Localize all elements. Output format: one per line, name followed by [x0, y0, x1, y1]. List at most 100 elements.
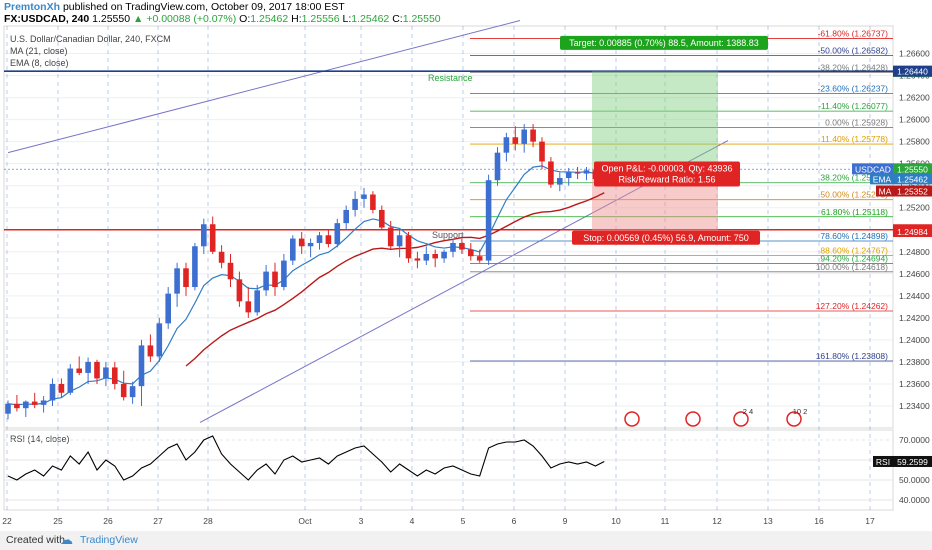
- publish-info: published on TradingView.com, October 09…: [62, 1, 345, 13]
- price-tick-label: 1.25200: [899, 203, 930, 213]
- close-label: C:: [392, 13, 403, 25]
- tradingview-brand[interactable]: TradingView: [80, 534, 138, 546]
- publish-line: PremtonXh published on TradingView.com, …: [4, 1, 345, 13]
- channel-lower-line: [199, 140, 729, 423]
- ma21-line: [185, 192, 605, 367]
- candle-body: [49, 383, 56, 401]
- candle-body: [405, 235, 412, 259]
- candle-body: [370, 194, 376, 210]
- candle-body: [94, 361, 100, 379]
- x-tick-label: 22: [2, 516, 12, 526]
- rsi-pane: [3, 429, 894, 511]
- us-flag-icon: [685, 411, 701, 427]
- candle-body: [129, 386, 136, 398]
- candle-body: [565, 172, 572, 178]
- price-tick-label: 1.26600: [899, 49, 930, 59]
- price-tag-name: USDCAD: [855, 164, 891, 174]
- resistance-label: Resistance: [428, 73, 473, 83]
- high-value: 1.25556: [301, 13, 340, 25]
- candle-body: [201, 224, 207, 247]
- x-tick-label: 27: [153, 516, 163, 526]
- candle-body: [414, 258, 421, 261]
- x-tick-label: 12: [712, 516, 722, 526]
- rsi-name-tag: RSI: [876, 457, 890, 467]
- candle-body: [343, 209, 349, 224]
- last-price: 1.25550: [92, 13, 131, 25]
- pnl-label-text: Risk/Reward Ratio: 1.56: [618, 174, 715, 184]
- x-tick-label: 10: [611, 516, 621, 526]
- fib-level-label: 94.20% (1.24694): [820, 253, 888, 263]
- rsi-value-tag: 59.2599: [897, 457, 928, 467]
- candle-body: [138, 345, 145, 387]
- open-value: 1.25462: [250, 13, 289, 25]
- x-tick-label: 5: [461, 516, 466, 526]
- candle-body: [316, 235, 323, 243]
- price-tag-value: 1.26440: [897, 67, 928, 77]
- price-tick-label: 1.23800: [899, 357, 930, 367]
- candle-body: [85, 361, 91, 373]
- candle-body: [494, 152, 501, 181]
- footer: Created with ☁ TradingView: [0, 531, 932, 550]
- fib-level-label: 38.20% (1.25427): [820, 173, 888, 183]
- candle-body: [5, 403, 11, 414]
- x-tick-label: 26: [103, 516, 113, 526]
- candle-body: [254, 290, 260, 313]
- candle-body: [334, 223, 341, 245]
- candle-body: [583, 170, 590, 174]
- candle-body: [236, 279, 243, 302]
- us-events-icon: [733, 411, 749, 427]
- price-tick-label: 1.24400: [899, 291, 930, 301]
- legend-entry: EMA (8, close): [10, 58, 69, 68]
- fib-level-label: 11.40% (1.25778): [821, 134, 888, 144]
- author-name[interactable]: PremtonXh: [4, 1, 61, 13]
- candle-body: [539, 141, 545, 162]
- candle-body: [183, 268, 189, 288]
- price-tag-name-box: [876, 185, 894, 197]
- x-tick-label: 6: [512, 516, 517, 526]
- price-tick-label: 1.23400: [899, 401, 930, 411]
- fib-level-label: 100.00% (1.24618): [816, 262, 888, 272]
- price-tag-value: 1.25462: [897, 174, 928, 184]
- candle-body: [432, 253, 438, 259]
- rsi-value-tag-box: [893, 455, 932, 467]
- candle-body: [263, 271, 269, 291]
- candle-body: [245, 301, 252, 313]
- price-pane: [3, 25, 894, 429]
- candle-body: [387, 227, 394, 247]
- ohlc-line: FX:USDCAD, 240 1.25550 ▲ +0.00088 (+0.07…: [4, 13, 441, 25]
- price-tick-label: 1.25800: [899, 137, 930, 147]
- legend-entry: MA (21, close): [10, 46, 68, 56]
- support-label: Support: [432, 230, 464, 240]
- price-tick-label: 1.26000: [899, 115, 930, 125]
- target-label-box: [560, 35, 768, 50]
- rsi-label: RSI (14, close): [10, 434, 70, 444]
- candle-body: [530, 129, 536, 142]
- candle-body: [174, 268, 180, 294]
- ca-flag-icon: [624, 411, 640, 427]
- fib-level-label: -11.40% (1.26077): [818, 101, 888, 111]
- fib-level-label: -50.00% (1.26582): [818, 46, 889, 56]
- event-count: 2 4: [743, 407, 753, 416]
- target-zone: [592, 71, 718, 169]
- open-label: O:: [239, 13, 251, 25]
- fib-level-label: -61.80% (1.26737): [818, 28, 889, 38]
- price-tag-name-box: [852, 163, 894, 175]
- x-tick-label: 4: [410, 516, 415, 526]
- candle-body: [574, 172, 581, 174]
- price-tag-box: [893, 226, 932, 238]
- low-label: L:: [342, 13, 352, 25]
- candle-body: [120, 383, 127, 398]
- price-tick-label: 1.23600: [899, 379, 930, 389]
- candle-body: [396, 235, 403, 247]
- candle-body: [476, 256, 483, 261]
- candle-body: [40, 400, 47, 405]
- x-tick-label: 9: [563, 516, 568, 526]
- candle-body: [557, 177, 563, 185]
- candle-body: [459, 242, 465, 250]
- chart-canvas[interactable]: 1.266001.264001.262001.260001.258001.256…: [0, 0, 932, 531]
- candle-body: [503, 137, 510, 153]
- candle-body: [450, 242, 456, 252]
- candle-body: [76, 368, 82, 373]
- candle-body: [441, 251, 447, 259]
- x-tick-label: 28: [203, 516, 213, 526]
